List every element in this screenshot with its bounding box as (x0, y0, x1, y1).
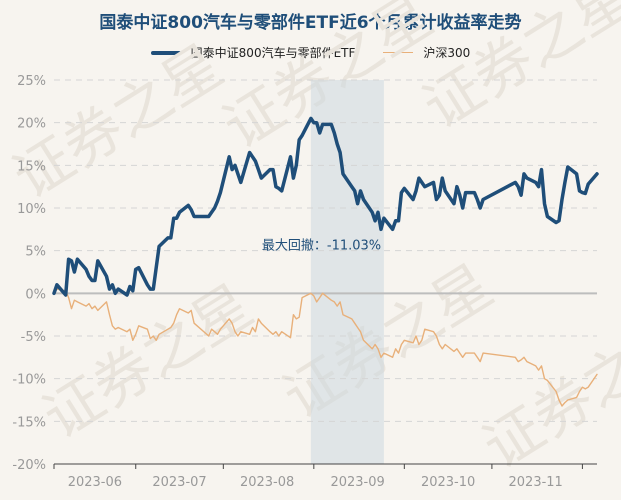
series-line-etf (52, 116, 599, 297)
y-tick-label: -10% (12, 373, 46, 388)
watermark-5: 证券之星 (471, 301, 621, 482)
y-tick-label: 15% (17, 159, 46, 174)
watermark-3: 证券之星 (31, 271, 264, 452)
watermark-4: 证券之星 (271, 251, 504, 432)
chart-title: 国泰中证800汽车与零部件ETF近6个月累计收益率走势 (99, 13, 522, 33)
x-tick-label: 2023-08 (240, 475, 294, 490)
x-tick-label: 2023-07 (152, 475, 206, 490)
legend-label-etf: 国泰中证800汽车与零部件ETF (190, 46, 356, 60)
y-tick-label: 5% (25, 245, 46, 260)
x-tick-label: 2023-10 (421, 475, 475, 490)
max-drawdown-label: 最大回撤：-11.03% (262, 238, 381, 254)
y-tick-label: -15% (12, 415, 46, 430)
legend-item-etf[interactable]: 国泰中证800汽车与零部件ETF (150, 44, 356, 61)
y-tick-label: 10% (17, 202, 46, 217)
watermark-2: 证券之星 (411, 0, 621, 142)
y-tick-label: -20% (12, 458, 46, 473)
max-drawdown-band (310, 80, 384, 464)
legend-swatch-etf (150, 50, 181, 55)
y-tick-label: 0% (25, 287, 46, 302)
chart-legend: 国泰中证800汽车与零部件ETF 沪深300 (0, 44, 621, 61)
x-tick-label: 2023-11 (509, 475, 563, 490)
legend-label-hs300: 沪深300 (423, 46, 471, 60)
legend-swatch-hs300 (383, 52, 414, 53)
x-tick-label: 2023-06 (68, 475, 122, 490)
x-tick-label: 2023-09 (330, 475, 384, 490)
y-tick-label: -5% (21, 330, 46, 345)
y-tick-label: 20% (17, 117, 46, 132)
y-tick-label: 25% (17, 74, 46, 89)
legend-item-hs300[interactable]: 沪深300 (383, 44, 470, 61)
series-line-hs300 (53, 288, 598, 407)
